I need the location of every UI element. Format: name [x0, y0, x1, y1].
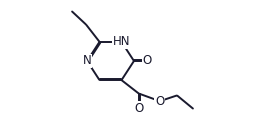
Text: O: O — [155, 95, 164, 108]
Text: HN: HN — [113, 35, 130, 48]
Text: N: N — [83, 54, 92, 68]
Text: O: O — [134, 102, 143, 115]
Text: O: O — [143, 54, 152, 68]
